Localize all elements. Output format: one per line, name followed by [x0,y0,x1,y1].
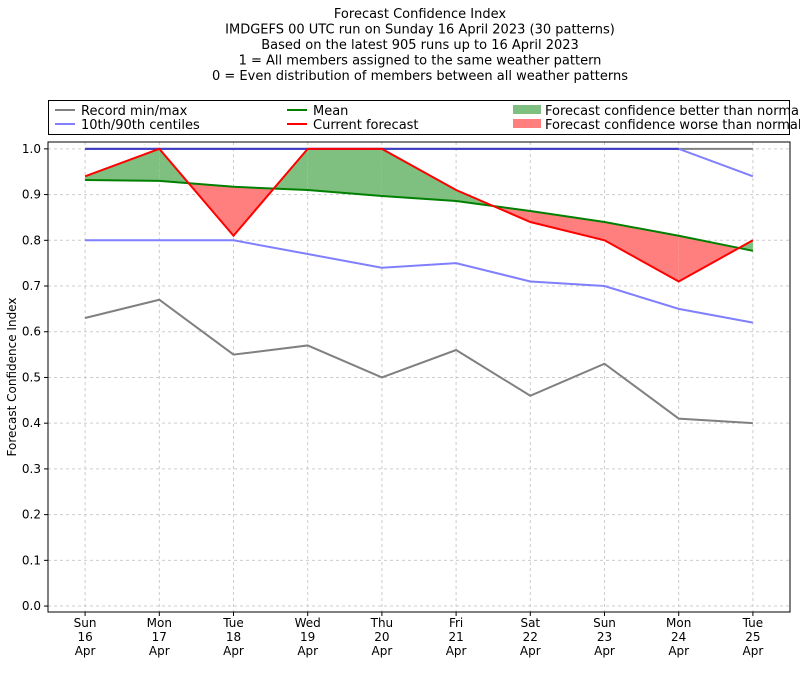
x-tick-label: 19 [300,630,315,644]
y-tick-label: 0.1 [22,553,41,567]
x-tick-label: Thu [370,616,394,630]
current-forecast-line [84,147,754,283]
title-line: Based on the latest 905 runs up to 16 Ap… [261,38,579,53]
x-tick-label: 21 [448,630,463,644]
y-tick-label: 1.0 [22,142,41,156]
x-tick-label: Tue [222,616,244,630]
x-tick-label: 18 [226,630,241,644]
legend-swatch [513,105,541,114]
x-tick-label: Sun [593,616,616,630]
x-tick-label: Sun [74,616,97,630]
y-tick-label: 0.7 [22,279,41,293]
x-tick-label: Apr [743,644,764,658]
x-tick-label: Apr [149,644,170,658]
title-line: Forecast Confidence Index [334,7,506,22]
x-tick-label: Apr [372,644,393,658]
legend-label: Forecast confidence worse than normal [545,118,800,133]
x-tick-label: Apr [446,644,467,658]
x-tick-label: Mon [147,616,172,630]
better-than-normal-fill [307,148,382,196]
title-line: 1 = All members assigned to the same wea… [239,54,602,69]
y-tick-label: 0.9 [22,188,41,202]
x-tick-label: 25 [745,630,760,644]
plot-frame [47,141,791,613]
x-tick-label: Apr [297,644,318,658]
worse-than-normal-fill [530,211,605,241]
x-tick-label: 20 [374,630,389,644]
x-tick-label: Apr [75,644,96,658]
legend-label: Mean [313,104,348,119]
y-tick-label: 0.3 [22,462,41,476]
legend-swatch [513,119,541,128]
x-tick-label: Tue [742,616,764,630]
x-tick-label: Apr [668,644,689,658]
legend-label: Forecast confidence better than normal [545,104,800,119]
mean-line [85,178,754,252]
record-min-line [84,298,753,425]
x-tick-label: Mon [666,616,691,630]
x-tick-label: 17 [152,630,167,644]
x-tick-label: Fri [449,616,463,630]
legend-label: Record min/max [81,104,188,119]
y-tick-label: 0.8 [22,233,41,247]
p10-centile-line [85,239,754,324]
x-tick-label: 23 [597,630,612,644]
better-than-normal-fill [85,148,160,181]
worse-than-normal-fill [604,222,679,282]
y-tick-label: 0.0 [22,599,41,613]
title-line: 0 = Even distribution of members between… [212,69,628,84]
x-tick-label: 22 [523,630,538,644]
legend-label: 10th/90th centiles [81,118,200,133]
x-tick-label: Sat [520,616,540,630]
title-line: IMDGEFS 00 UTC run on Sunday 16 April 20… [225,23,615,38]
x-tick-label: Apr [223,644,244,658]
x-tick-label: 16 [77,630,92,644]
y-tick-label: 0.4 [22,416,41,430]
y-tick-label: 0.5 [22,370,41,384]
x-tick-label: Apr [594,644,615,658]
x-tick-label: Wed [295,616,321,630]
worse-than-normal-fill [678,235,740,282]
y-tick-label: 0.6 [22,325,41,339]
legend-label: Current forecast [313,118,419,133]
x-tick-label: Apr [520,644,541,658]
y-axis-label: Forecast Confidence Index [5,298,19,457]
x-tick-label: 24 [671,630,686,644]
better-than-normal-fill [381,148,457,201]
y-tick-label: 0.2 [22,508,41,522]
legend-box [48,100,790,135]
